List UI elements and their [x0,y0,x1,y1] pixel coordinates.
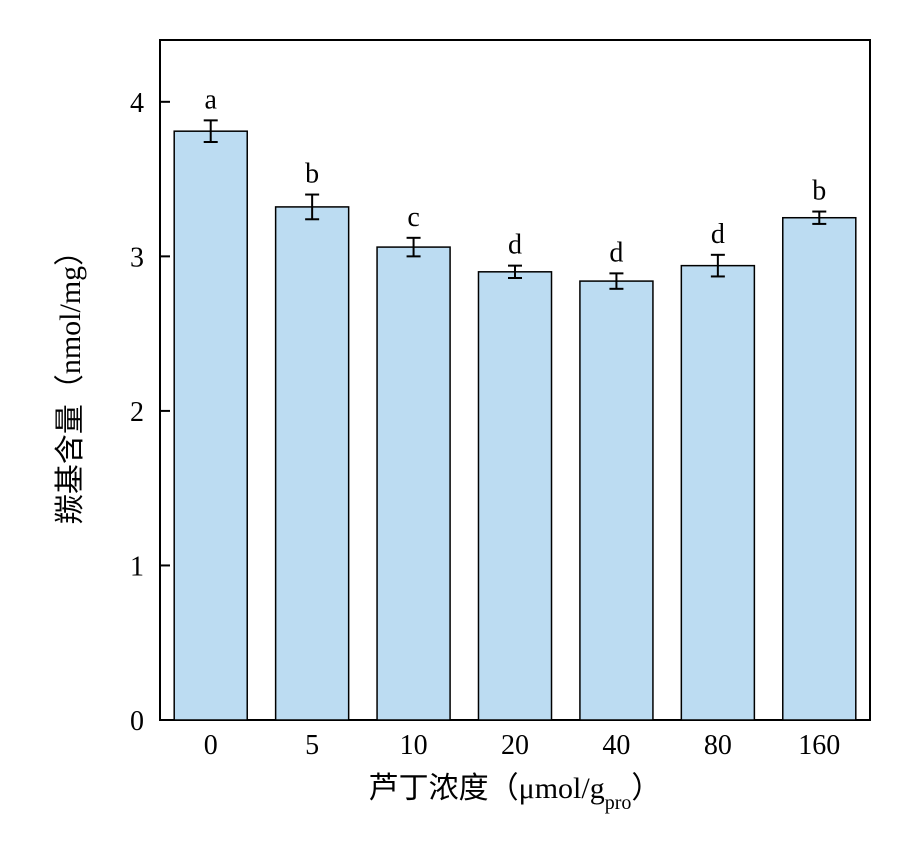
significance-label: c [407,202,419,233]
chart-canvas: 012340510204080160abcdddb芦丁浓度（μmol/gpro）… [0,0,911,842]
bar [478,272,551,720]
y-tick-label: 4 [130,88,144,119]
y-axis-title: 羰基含量（nmol/mg） [54,236,87,524]
bar [377,247,450,720]
x-tick-label: 10 [400,730,428,761]
y-tick-label: 3 [130,242,144,273]
bar [276,207,349,720]
x-tick-label: 5 [305,730,319,761]
x-tick-label: 0 [204,730,218,761]
bar [174,131,247,720]
bar [681,266,754,720]
x-tick-label: 80 [704,730,732,761]
significance-label: b [305,159,319,190]
significance-label: a [204,84,217,115]
x-tick-label: 20 [501,730,529,761]
significance-label: d [609,237,623,268]
x-tick-label: 160 [798,730,840,761]
y-tick-label: 0 [130,706,144,737]
bar [783,218,856,720]
y-tick-label: 1 [130,551,144,582]
significance-label: d [508,230,522,261]
bar [580,281,653,720]
x-tick-label: 40 [602,730,630,761]
significance-label: d [711,219,725,250]
y-tick-label: 2 [130,397,144,428]
bar-chart: 012340510204080160abcdddb芦丁浓度（μmol/gpro）… [0,0,911,842]
significance-label: b [812,176,826,207]
